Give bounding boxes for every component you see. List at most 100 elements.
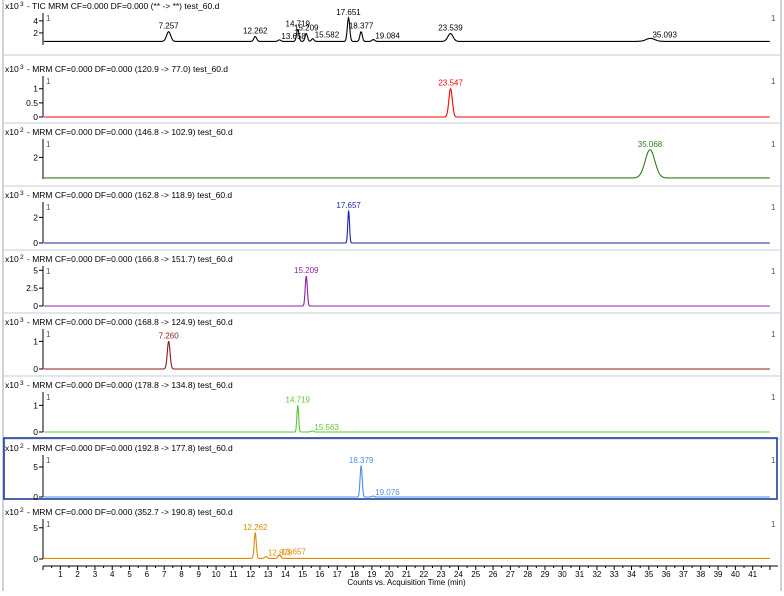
peak-label: 19.076: [375, 488, 400, 497]
x-tick-label: 2: [75, 570, 80, 579]
chromatogram-panel-1[interactable]: x10 3- TIC MRM CF=0.000 DF=0.000 (** -> *…: [4, 1, 781, 56]
y-tick-label: 1: [33, 336, 38, 346]
peak-label: 19.084: [375, 32, 400, 41]
x-tick-label: 15: [298, 570, 307, 579]
y-tick-label: 5: [33, 462, 38, 472]
peak-label: 12.878: [268, 549, 293, 558]
x-tick-label: 26: [489, 570, 498, 579]
panel-scale-exponent: 3: [20, 317, 24, 324]
x-tick-label: 5: [127, 570, 132, 579]
panel-scale-exponent: 3: [20, 1, 24, 8]
peak-label: 15.582: [315, 31, 340, 40]
x-tick-label: 17: [333, 570, 342, 579]
y-tick-label: 0: [33, 492, 38, 502]
panel-scale-label: x10: [5, 1, 19, 11]
chromatogram-panel-7[interactable]: x10 3- MRM CF=0.000 DF=0.000 (178.8 -> 13…: [4, 380, 781, 440]
chromatogram-panel-3[interactable]: x10 2- MRM CF=0.000 DF=0.000 (146.8 -> 10…: [4, 127, 781, 187]
panel-marker-left: 1: [46, 14, 51, 23]
y-tick-label: 1: [33, 400, 38, 410]
chromatogram-panel-9[interactable]: x10 2- MRM CF=0.000 DF=0.000 (352.7 -> 19…: [5, 507, 776, 564]
panel-scale-label: x10: [5, 507, 19, 517]
x-tick-label: 13: [264, 570, 273, 579]
chromatogram-trace: [43, 404, 770, 433]
x-tick-label: 6: [145, 570, 150, 579]
chromatogram-trace: [43, 209, 770, 244]
chromatogram-panel-8[interactable]: x10 2- MRM CF=0.000 DF=0.000 (192.8 -> 17…: [3, 437, 778, 502]
chromatogram-trace: [43, 341, 770, 370]
panel-marker-left: 1: [46, 393, 51, 402]
panel-scale-label: x10: [5, 64, 19, 74]
y-tick-label: 4: [33, 16, 38, 26]
y-tick-label: 5: [33, 523, 38, 533]
x-tick-label: 8: [179, 570, 184, 579]
peak-label: 15.209: [294, 266, 319, 275]
x-tick-label: 3: [93, 570, 98, 579]
x-tick-label: 33: [610, 570, 619, 579]
y-tick-label: 1: [33, 84, 38, 94]
panel-scale-exponent: 2: [20, 127, 24, 134]
panel-marker-left: 1: [46, 267, 51, 276]
peak-label: 14.719: [286, 19, 311, 28]
x-tick-label: 16: [315, 570, 324, 579]
x-tick-label: 39: [714, 570, 723, 579]
x-tick-label: 34: [627, 570, 636, 579]
panel-marker-left: 1: [46, 330, 51, 339]
peak-label: 18.379: [349, 456, 374, 465]
y-tick-label: 0: [33, 364, 38, 374]
y-tick-label: 5: [33, 265, 38, 275]
x-axis-title: Counts vs. Acquisition Time (min): [347, 578, 466, 587]
peak-label: 35.093: [652, 30, 677, 39]
y-tick-label: 2: [33, 152, 38, 162]
panel-scale-label: x10: [5, 317, 19, 327]
chromatogram-trace: [43, 149, 770, 179]
panel-title: - MRM CF=0.000 DF=0.000 (166.8 -> 151.7)…: [27, 254, 233, 264]
x-tick-label: 28: [523, 570, 532, 579]
peak-label: 13.658: [281, 32, 306, 41]
panel-marker-right: 1: [771, 203, 776, 212]
panel-title: - MRM CF=0.000 DF=0.000 (162.8 -> 118.9)…: [27, 190, 232, 200]
panel-marker-left: 1: [46, 203, 51, 212]
panel-scale-label: x10: [5, 443, 19, 453]
x-tick-label: 32: [592, 570, 601, 579]
panel-marker-right: 1: [771, 393, 776, 402]
y-tick-label: 0: [33, 238, 38, 248]
x-tick-label: 37: [679, 570, 688, 579]
x-tick-label: 20: [385, 570, 394, 579]
y-tick-label: 2: [33, 28, 38, 38]
panel-marker-right: 1: [771, 330, 776, 339]
chromatogram-trace: [43, 87, 770, 118]
panel-title: - MRM CF=0.000 DF=0.000 (192.8 -> 177.8)…: [27, 443, 233, 453]
x-tick-label: 11: [229, 570, 238, 579]
y-tick-label: 0: [33, 112, 38, 122]
peak-label: 23.547: [438, 79, 463, 88]
panel-marker-right: 1: [771, 77, 776, 86]
panel-title: - MRM CF=0.000 DF=0.000 (178.8 -> 134.8)…: [27, 380, 233, 390]
panel-scale-label: x10: [5, 380, 19, 390]
panel-scale-label: x10: [5, 127, 19, 137]
chromatogram-panel-6[interactable]: x10 3- MRM CF=0.000 DF=0.000 (168.8 -> 12…: [4, 317, 781, 377]
panel-title: - MRM CF=0.000 DF=0.000 (120.9 -> 77.0) …: [27, 64, 228, 74]
peak-label: 7.260: [159, 331, 180, 340]
x-tick-label: 40: [731, 570, 740, 579]
x-tick-label: 9: [197, 570, 202, 579]
chromatogram-panel-5[interactable]: x10 2- MRM CF=0.000 DF=0.000 (166.8 -> 15…: [4, 254, 781, 314]
peak-label: 23.539: [438, 24, 463, 33]
x-tick-label: 25: [471, 570, 480, 579]
panel-marker-right: 1: [771, 520, 776, 529]
y-tick-label: 0: [33, 554, 38, 564]
peak-label: 13.657: [281, 547, 306, 556]
chromatogram-panel-4[interactable]: x10 3- MRM CF=0.000 DF=0.000 (162.8 -> 11…: [4, 190, 781, 251]
x-tick-label: 35: [644, 570, 653, 579]
x-tick-label: 31: [575, 570, 584, 579]
panel-marker-left: 1: [46, 520, 51, 529]
panel-scale-exponent: 3: [20, 64, 24, 71]
panel-title: - TIC MRM CF=0.000 DF=0.000 (** -> **) t…: [27, 1, 220, 11]
x-tick-label: 4: [110, 570, 115, 579]
panel-scale-exponent: 2: [20, 443, 24, 450]
peak-label: 14.719: [286, 395, 311, 404]
chromatogram-trace: [43, 531, 770, 559]
panel-marker-left: 1: [46, 456, 51, 465]
chromatogram-panel-2[interactable]: x10 3- MRM CF=0.000 DF=0.000 (120.9 -> 77…: [4, 64, 781, 124]
